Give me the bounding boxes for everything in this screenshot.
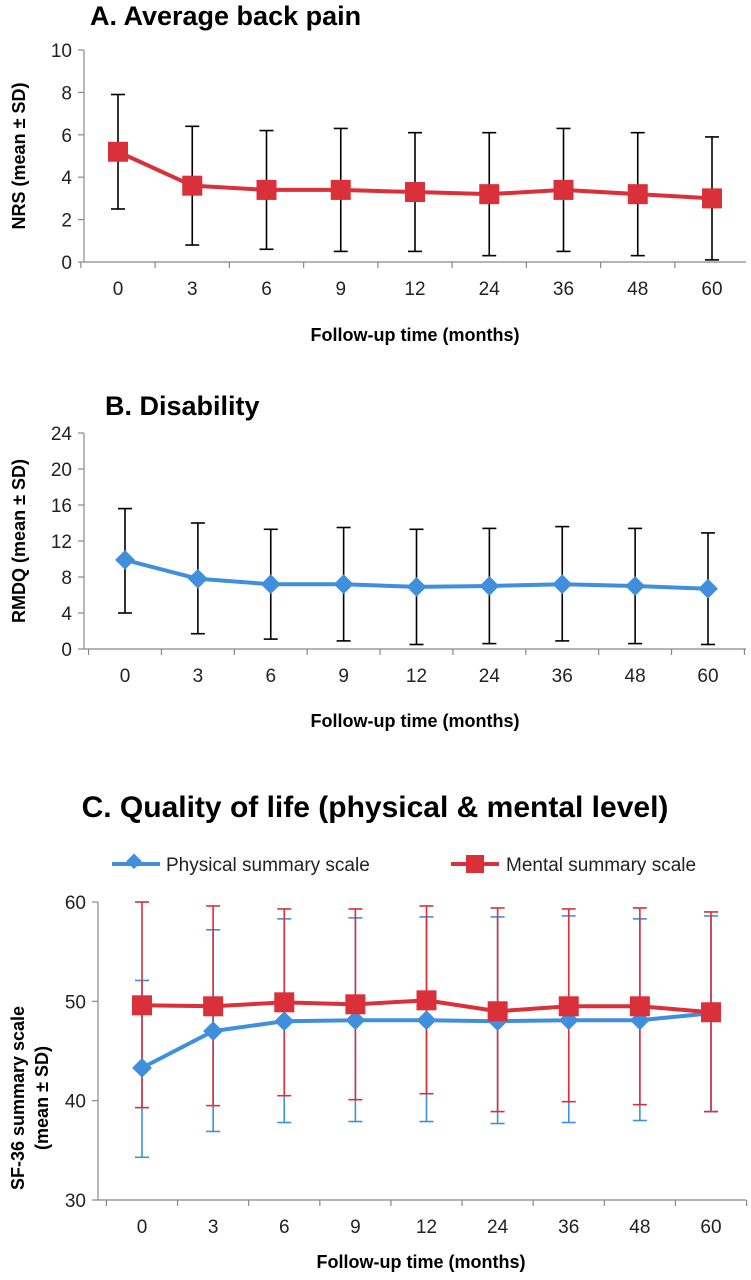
data-point-square [132,995,152,1016]
data-point-diamond [132,1057,152,1078]
data-point-diamond [416,1010,437,1031]
x-tick-label: 0 [113,279,124,300]
data-point-square [553,179,574,200]
legend-physical-marker [126,853,142,870]
x-tick-label: 12 [406,666,427,687]
x-axis-label: Follow-up time (months) [317,1252,526,1272]
y-axis-label: RMDQ (mean ± SD) [9,459,29,623]
x-tick-label: 48 [629,1217,650,1238]
y-tick-label: 8 [61,83,72,104]
chart-panel-quality-of-life: C. Quality of life (physical & mental le… [0,775,751,1280]
y-tick-label: 12 [51,532,72,553]
chart-title: B. Disability [105,391,260,421]
chart-title: A. Average back pain [90,1,361,31]
legend-mental-marker [466,855,484,873]
x-tick-label: 9 [350,1217,361,1238]
data-point-diamond [625,576,646,596]
data-point-diamond [406,577,427,597]
x-tick-label: 12 [416,1217,437,1238]
x-tick-label: 24 [487,1217,509,1238]
data-point-square [203,996,224,1017]
data-point-square [558,996,579,1017]
data-point-diamond [479,576,500,596]
x-tick-label: 6 [261,279,272,300]
data-point-diamond [333,574,354,595]
y-tick-label: 60 [65,893,86,914]
y-tick-label: 6 [61,126,72,147]
data-point-square [345,994,366,1015]
y-tick-label: 16 [51,496,72,517]
data-point-square [701,1002,721,1023]
y-tick-label: 40 [65,1092,86,1113]
y-tick-label: 4 [61,168,72,189]
data-point-square [274,992,295,1013]
data-point-diamond [274,1011,295,1032]
data-point-square [629,996,650,1017]
x-tick-label: 3 [208,1217,219,1238]
x-tick-label: 60 [700,1217,721,1238]
chart-panel-disability: B. Disability Follow-up time (months) RM… [0,385,751,740]
y-tick-label: 50 [65,992,86,1013]
x-tick-label: 36 [553,279,574,300]
data-point-square [702,188,722,209]
chart-title: C. Quality of life (physical & mental le… [82,791,669,824]
y-axis-label: NRS (mean ± SD) [9,83,29,230]
y-axis-label-line2: (mean ± SD) [32,1046,52,1150]
data-point-diamond [698,578,718,599]
x-tick-label: 9 [335,279,346,300]
x-tick-label: 24 [479,666,501,687]
y-tick-label: 8 [61,568,72,589]
x-tick-label: 60 [697,666,718,687]
disability-chart: B. Disability Follow-up time (months) RM… [9,391,746,731]
x-tick-label: 3 [193,666,204,687]
y-tick-label: 2 [61,211,72,232]
data-point-square [479,184,500,205]
data-point-diamond [345,1010,366,1031]
y-tick-label: 0 [61,253,72,274]
data-point-square [108,141,128,162]
series-0-error-bars [118,507,715,646]
x-axis-label: Follow-up time (months) [311,325,520,345]
data-point-square [256,179,277,200]
y-tick-label: 10 [51,41,72,62]
x-tick-label: 0 [120,666,131,687]
x-tick-label: 0 [137,1217,148,1238]
data-point-diamond [115,550,135,570]
y-tick-label: 0 [61,640,72,661]
x-tick-label: 12 [404,279,425,300]
data-point-square [182,175,203,196]
data-point-square [487,1001,508,1022]
chart-panel-back-pain: A. Average back pain Follow-up time (mon… [0,0,751,360]
data-point-diamond [260,574,281,595]
back-pain-chart: A. Average back pain Follow-up time (mon… [9,1,746,345]
legend: Physical summary scale Mental summary sc… [112,853,696,876]
legend-physical-label: Physical summary scale [166,855,370,876]
data-point-diamond [203,1021,224,1042]
x-tick-label: 48 [627,279,648,300]
y-axis-label-line1: SF-36 summary scale [8,1006,28,1190]
legend-mental-label: Mental summary scale [506,855,696,876]
x-tick-label: 48 [625,666,646,687]
quality-of-life-chart: C. Quality of life (physical & mental le… [8,791,748,1272]
y-tick-label: 30 [65,1191,86,1212]
x-tick-label: 3 [187,279,198,300]
x-axis-label: Follow-up time (months) [311,711,520,731]
x-tick-label: 60 [701,279,722,300]
data-point-diamond [552,574,573,595]
data-point-square [627,184,648,205]
x-tick-label: 9 [338,666,349,687]
x-tick-label: 36 [558,1217,579,1238]
data-point-square [405,182,425,203]
data-point-diamond [187,568,208,589]
data-point-square [330,179,351,200]
x-tick-label: 36 [552,666,573,687]
y-tick-label: 24 [51,424,73,445]
y-tick-label: 4 [61,604,72,625]
x-tick-label: 24 [479,279,501,300]
data-point-square [416,990,437,1011]
x-tick-label: 6 [265,666,276,687]
x-tick-label: 6 [279,1217,290,1238]
y-tick-label: 20 [51,460,72,481]
